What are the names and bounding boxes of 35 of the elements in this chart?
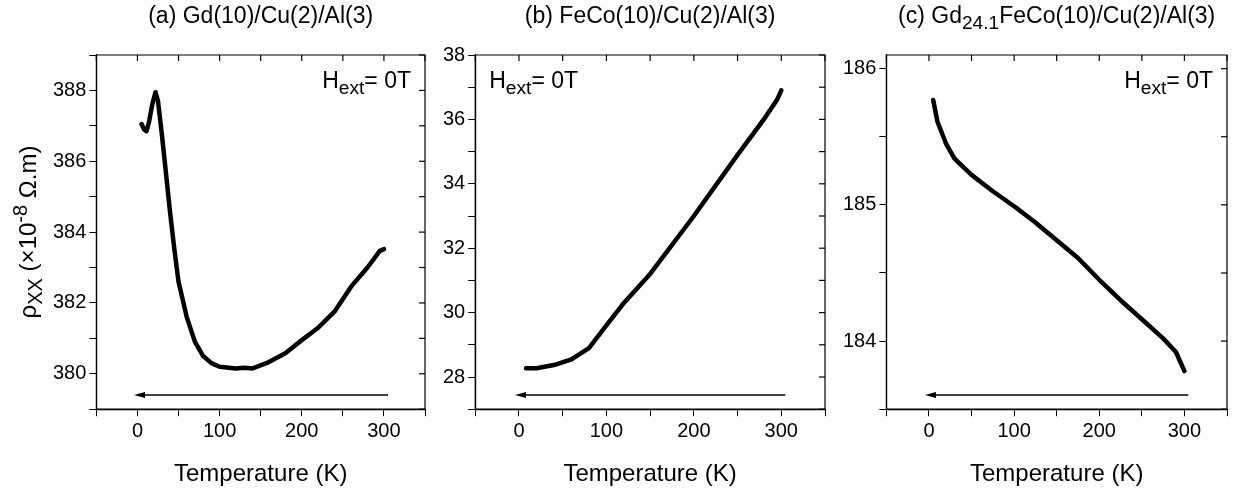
x-tick-label: 100 (997, 418, 1031, 441)
y-tick-label: 384 (52, 219, 87, 242)
y-tick-label: 382 (52, 290, 87, 313)
x-tick-label: 0 (513, 418, 525, 441)
y-tick-label: 388 (52, 77, 87, 100)
x-tick-label: 200 (677, 418, 711, 441)
x-tick-label: 100 (589, 418, 624, 441)
y-tick-label: 34 (443, 171, 466, 194)
y-tick-label: 386 (52, 148, 87, 171)
x-tick-label: 300 (764, 418, 798, 441)
annotation: H$_{ext}$= 0T (489, 67, 579, 99)
x-tick-label: 100 (202, 418, 237, 441)
y-tick-label: 38 (443, 42, 466, 65)
x-axis-title: Temperature (K) (969, 459, 1144, 487)
y-tick-label: 185 (842, 192, 877, 215)
x-tick-label: 300 (1167, 418, 1202, 441)
annotation: H$_{ext}$= 0T (322, 67, 411, 99)
y-tick-label: 380 (52, 361, 87, 384)
annotation: H$_{ext}$= 0T (1124, 67, 1213, 99)
x-tick-label: 200 (285, 418, 319, 441)
x-tick-label: 0 (131, 418, 144, 441)
chart-title: (b) FeCo(10)/Cu(2)/Al(3) (524, 2, 776, 29)
x-tick-label: 200 (1082, 418, 1116, 441)
y-tick-label: 28 (443, 364, 466, 387)
x-axis-title: Temperature (K) (563, 459, 737, 487)
y-tick-label: 32 (443, 235, 466, 258)
y-tick-label: 36 (443, 106, 466, 129)
x-tick-label: 300 (367, 418, 401, 441)
y-tick-label: 186 (842, 56, 877, 79)
y-tick-label: 30 (443, 300, 466, 323)
chart-title: (a) Gd(10)/Cu(2)/Al(3) (148, 2, 374, 29)
chart-title: (c) Gd$_{24.1}$FeCo(10)/Cu(2)/Al(3) (898, 2, 1216, 34)
x-axis-title: Temperature (K) (173, 459, 348, 487)
y-tick-label: 184 (842, 328, 877, 351)
x-tick-label: 0 (923, 418, 935, 441)
